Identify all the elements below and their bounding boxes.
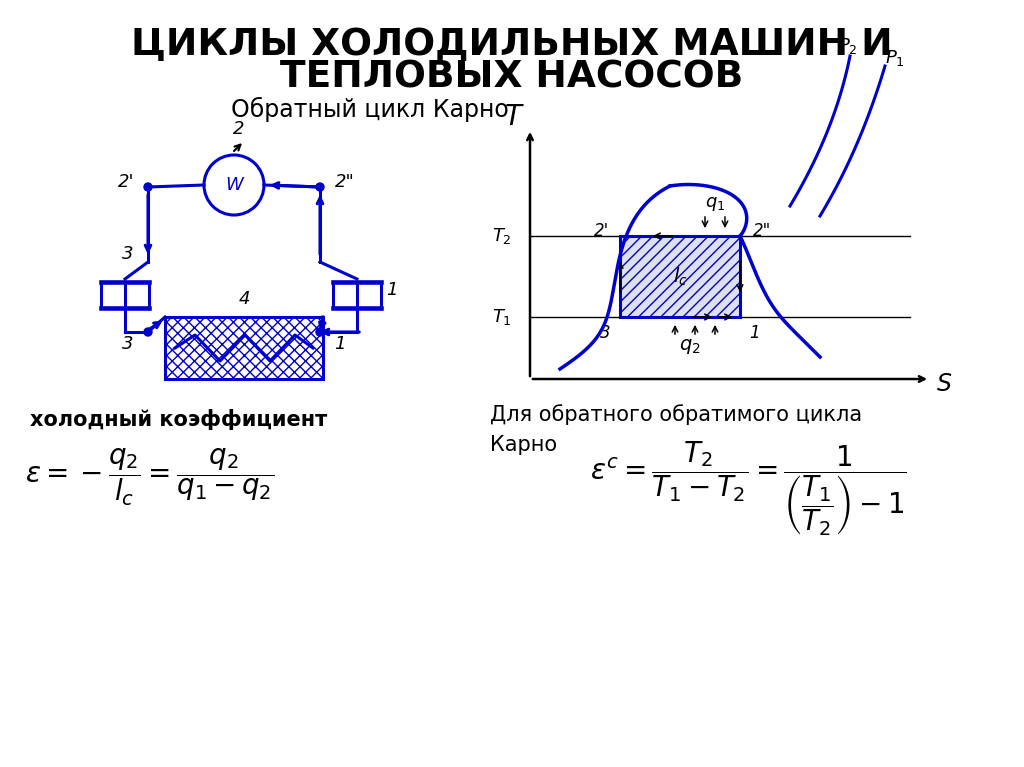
Text: 4: 4: [239, 290, 250, 308]
Text: 2': 2': [594, 222, 609, 240]
Text: 3: 3: [122, 245, 134, 263]
Text: W: W: [225, 176, 243, 194]
Text: $l_c$: $l_c$: [673, 265, 687, 288]
Text: $q_1$: $q_1$: [705, 195, 725, 213]
Text: $P_2$: $P_2$: [839, 36, 858, 56]
Text: $P_1$: $P_1$: [885, 48, 905, 68]
Text: 2': 2': [118, 173, 134, 191]
Text: холодный коэффициент: холодный коэффициент: [30, 409, 328, 430]
Text: $\varepsilon^c = \dfrac{T_2}{T_1 - T_2} = \dfrac{1}{\left(\dfrac{T_1}{T_2}\right: $\varepsilon^c = \dfrac{T_2}{T_1 - T_2} …: [590, 439, 907, 538]
Text: $q_2$: $q_2$: [679, 337, 700, 357]
Text: 1: 1: [386, 281, 397, 299]
Text: $\varepsilon = -\dfrac{q_2}{l_c} = \dfrac{q_2}{q_1 - q_2}$: $\varepsilon = -\dfrac{q_2}{l_c} = \dfra…: [25, 446, 274, 508]
Text: 3: 3: [600, 324, 610, 342]
Circle shape: [316, 328, 324, 336]
Text: 3: 3: [122, 335, 134, 353]
Circle shape: [144, 328, 152, 336]
Text: 2": 2": [335, 173, 355, 191]
Text: $T_1$: $T_1$: [493, 307, 512, 327]
Text: Для обратного обратимого цикла: Для обратного обратимого цикла: [490, 404, 862, 426]
Text: Обратный цикл Карно: Обратный цикл Карно: [231, 97, 509, 122]
Text: 1: 1: [750, 324, 760, 342]
Circle shape: [316, 183, 324, 191]
Text: $T_2$: $T_2$: [493, 226, 512, 246]
Text: ТЕПЛОВЫХ НАСОСОВ: ТЕПЛОВЫХ НАСОСОВ: [281, 59, 743, 95]
Text: $T$: $T$: [504, 103, 524, 131]
Circle shape: [144, 183, 152, 191]
Text: 2: 2: [233, 120, 245, 138]
Text: 1: 1: [334, 335, 346, 353]
Text: 2": 2": [753, 222, 771, 240]
Bar: [165, 317, 323, 379]
Bar: [620, 236, 740, 317]
Text: ЦИКЛЫ ХОЛОДИЛЬНЫХ МАШИН И: ЦИКЛЫ ХОЛОДИЛЬНЫХ МАШИН И: [131, 27, 893, 63]
Text: Карно: Карно: [490, 435, 557, 455]
Text: $S$: $S$: [936, 372, 952, 396]
